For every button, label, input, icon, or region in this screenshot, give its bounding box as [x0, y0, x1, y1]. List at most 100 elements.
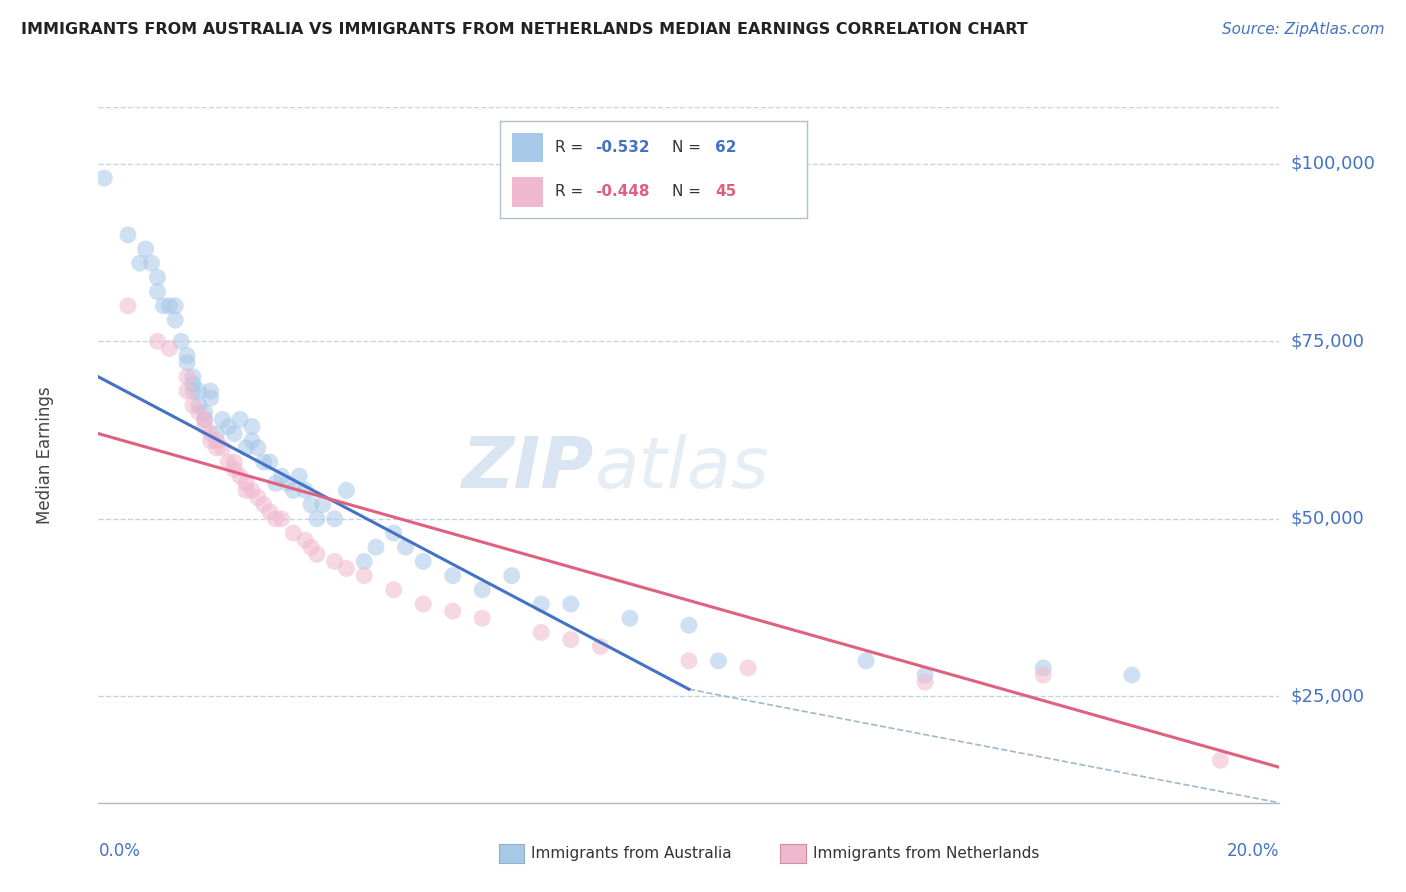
- Point: [205, 441, 228, 455]
- Point: [176, 356, 198, 370]
- Point: [194, 412, 217, 426]
- Point: [141, 256, 163, 270]
- Point: [560, 632, 582, 647]
- Point: [530, 597, 553, 611]
- Point: [117, 299, 139, 313]
- Point: [707, 654, 730, 668]
- Point: [914, 668, 936, 682]
- Point: [471, 611, 494, 625]
- Point: [288, 469, 311, 483]
- Point: [305, 512, 328, 526]
- Point: [176, 369, 198, 384]
- Point: [259, 455, 281, 469]
- Point: [335, 561, 357, 575]
- Point: [211, 412, 233, 426]
- Text: 0.0%: 0.0%: [98, 842, 141, 860]
- Point: [471, 582, 494, 597]
- Point: [235, 441, 257, 455]
- Point: [501, 568, 523, 582]
- Point: [117, 227, 139, 242]
- Point: [146, 334, 169, 349]
- Point: [270, 469, 292, 483]
- Point: [619, 611, 641, 625]
- Point: [1209, 753, 1232, 767]
- Point: [560, 597, 582, 611]
- Text: Median Earnings: Median Earnings: [37, 386, 55, 524]
- Point: [323, 512, 346, 526]
- Point: [200, 426, 222, 441]
- Point: [235, 476, 257, 491]
- Point: [335, 483, 357, 498]
- Point: [246, 441, 269, 455]
- Point: [135, 242, 157, 256]
- Text: $100,000: $100,000: [1291, 155, 1375, 173]
- Point: [1032, 661, 1054, 675]
- Point: [200, 384, 222, 398]
- Point: [165, 313, 187, 327]
- Point: [299, 540, 322, 554]
- Point: [259, 505, 281, 519]
- Point: [914, 675, 936, 690]
- Point: [382, 582, 405, 597]
- Point: [128, 256, 150, 270]
- Text: $25,000: $25,000: [1291, 688, 1365, 706]
- Point: [264, 512, 287, 526]
- Point: [364, 540, 387, 554]
- Point: [93, 171, 115, 186]
- Point: [224, 462, 246, 476]
- Point: [283, 526, 305, 541]
- Point: [200, 391, 222, 405]
- Point: [353, 554, 375, 568]
- Point: [312, 498, 335, 512]
- Text: ZIP: ZIP: [463, 434, 595, 503]
- Point: [181, 376, 204, 391]
- Point: [200, 434, 222, 448]
- Text: Immigrants from Australia: Immigrants from Australia: [531, 847, 733, 861]
- Point: [246, 491, 269, 505]
- Point: [240, 434, 263, 448]
- Point: [294, 533, 316, 548]
- Point: [382, 526, 405, 541]
- Point: [276, 476, 298, 491]
- Point: [217, 419, 239, 434]
- Point: [157, 342, 180, 356]
- Point: [589, 640, 612, 654]
- Point: [855, 654, 877, 668]
- Text: Immigrants from Netherlands: Immigrants from Netherlands: [813, 847, 1039, 861]
- Point: [323, 554, 346, 568]
- Point: [181, 398, 204, 412]
- Text: 20.0%: 20.0%: [1227, 842, 1279, 860]
- Point: [181, 384, 204, 398]
- Point: [187, 384, 209, 398]
- Point: [194, 412, 217, 426]
- Point: [170, 334, 193, 349]
- Point: [224, 426, 246, 441]
- Point: [176, 384, 198, 398]
- Point: [305, 547, 328, 561]
- Point: [412, 597, 434, 611]
- Point: [299, 498, 322, 512]
- Point: [176, 349, 198, 363]
- Point: [194, 419, 217, 434]
- Point: [441, 604, 464, 618]
- Point: [165, 299, 187, 313]
- Point: [294, 483, 316, 498]
- Point: [412, 554, 434, 568]
- Point: [283, 483, 305, 498]
- Point: [1121, 668, 1143, 682]
- Point: [253, 498, 276, 512]
- Point: [253, 455, 276, 469]
- Point: [240, 419, 263, 434]
- Point: [270, 512, 292, 526]
- Point: [264, 476, 287, 491]
- Point: [224, 455, 246, 469]
- Point: [678, 654, 700, 668]
- Point: [157, 299, 180, 313]
- Point: [530, 625, 553, 640]
- Point: [240, 483, 263, 498]
- Point: [205, 434, 228, 448]
- Point: [394, 540, 416, 554]
- Point: [353, 568, 375, 582]
- Point: [146, 270, 169, 285]
- Text: atlas: atlas: [595, 434, 769, 503]
